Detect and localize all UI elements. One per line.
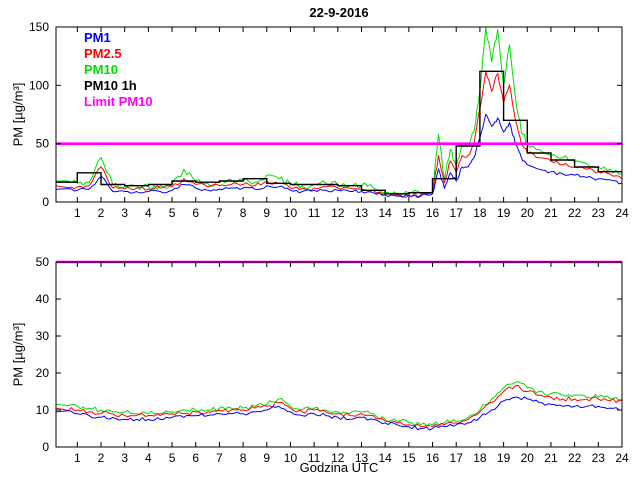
svg-text:20: 20 xyxy=(521,451,535,465)
svg-text:21: 21 xyxy=(544,451,558,465)
svg-text:2: 2 xyxy=(98,206,105,220)
svg-text:11: 11 xyxy=(308,206,321,220)
svg-text:1: 1 xyxy=(74,451,81,465)
svg-text:24: 24 xyxy=(615,206,629,220)
svg-text:22: 22 xyxy=(568,206,582,220)
legend-item-limit-pm10: Limit PM10 xyxy=(84,94,153,109)
svg-text:50: 50 xyxy=(36,255,50,269)
svg-text:17: 17 xyxy=(450,206,464,220)
svg-text:9: 9 xyxy=(263,451,270,465)
bottom-plot: 1 2 3 4 5 6 7 8 9 10 11 12 13 14 15 16 17 18 19 20 21 22 23 240… xyxy=(36,255,629,465)
svg-text:4: 4 xyxy=(145,206,152,220)
svg-text:6: 6 xyxy=(192,206,199,220)
svg-text:15: 15 xyxy=(402,206,416,220)
svg-text:3: 3 xyxy=(121,206,128,220)
svg-text:10: 10 xyxy=(284,451,298,465)
svg-text:19: 19 xyxy=(497,206,511,220)
svg-text:21: 21 xyxy=(544,206,558,220)
svg-text:11: 11 xyxy=(308,451,321,465)
svg-text:9: 9 xyxy=(263,206,270,220)
svg-text:20: 20 xyxy=(521,206,535,220)
svg-text:7: 7 xyxy=(216,206,223,220)
svg-text:8: 8 xyxy=(240,451,247,465)
svg-text:14: 14 xyxy=(379,451,393,465)
svg-text:8: 8 xyxy=(240,206,247,220)
legend-item-pm25: PM2.5 xyxy=(84,46,122,61)
svg-text:12: 12 xyxy=(331,451,345,465)
legend: PM1 PM2.5 PM10 PM10 1h Limit PM10 xyxy=(84,30,153,110)
svg-text:10: 10 xyxy=(284,206,298,220)
svg-text:19: 19 xyxy=(497,451,511,465)
svg-text:10: 10 xyxy=(36,403,50,417)
svg-text:16: 16 xyxy=(426,451,440,465)
svg-text:100: 100 xyxy=(29,78,49,92)
svg-text:18: 18 xyxy=(473,206,487,220)
svg-text:3: 3 xyxy=(121,451,128,465)
svg-text:18: 18 xyxy=(473,451,487,465)
svg-text:4: 4 xyxy=(145,451,152,465)
svg-text:22: 22 xyxy=(568,451,582,465)
svg-text:20: 20 xyxy=(36,366,50,380)
svg-text:5: 5 xyxy=(169,206,176,220)
chart-title: 22-9-2016 xyxy=(309,5,369,20)
svg-text:0: 0 xyxy=(42,195,49,209)
svg-text:14: 14 xyxy=(379,206,393,220)
top-plot: 1 2 3 4 5 6 7 8 9 10 11 12 13 14 15 16 17 18 19 20 21 22 23 240… xyxy=(29,20,629,220)
svg-text:50: 50 xyxy=(36,137,50,151)
svg-text:23: 23 xyxy=(592,206,606,220)
svg-text:40: 40 xyxy=(36,292,50,306)
svg-text:5: 5 xyxy=(169,451,176,465)
svg-text:24: 24 xyxy=(615,451,629,465)
legend-item-pm10: PM10 xyxy=(84,62,118,77)
y-axis-label-top: PM [µg/m³] xyxy=(10,82,26,147)
svg-text:30: 30 xyxy=(36,329,50,343)
svg-text:17: 17 xyxy=(450,451,464,465)
svg-text:12: 12 xyxy=(331,206,345,220)
y-axis-label-bottom: PM [µg/m³] xyxy=(10,322,26,387)
svg-text:1: 1 xyxy=(74,206,81,220)
svg-text:23: 23 xyxy=(592,451,606,465)
svg-text:15: 15 xyxy=(402,451,416,465)
svg-text:2: 2 xyxy=(98,451,105,465)
svg-text:13: 13 xyxy=(355,206,369,220)
svg-text:0: 0 xyxy=(42,440,49,454)
svg-text:150: 150 xyxy=(29,20,49,34)
legend-item-pm10-1h: PM10 1h xyxy=(84,78,137,93)
svg-text:16: 16 xyxy=(426,206,440,220)
svg-text:6: 6 xyxy=(192,451,199,465)
legend-item-pm1: PM1 xyxy=(84,30,111,45)
x-axis-label: Godzina UTC xyxy=(299,460,379,475)
svg-text:13: 13 xyxy=(355,451,369,465)
svg-text:7: 7 xyxy=(216,451,223,465)
